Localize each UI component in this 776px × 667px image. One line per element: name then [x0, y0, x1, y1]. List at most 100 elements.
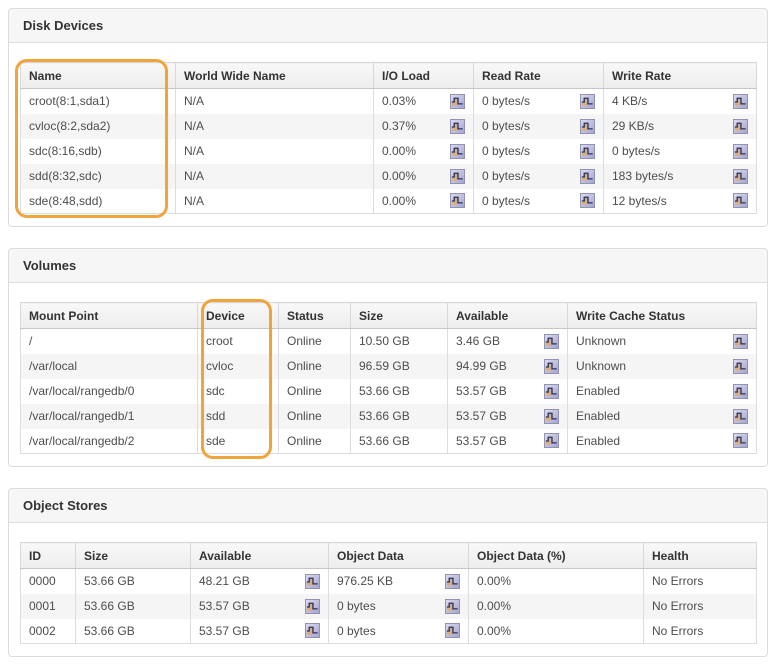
volume-device: cvloc: [197, 353, 279, 379]
chart-icon[interactable]: [733, 359, 748, 374]
store-object-data: 976.25 KB: [337, 574, 394, 589]
chart-icon[interactable]: [544, 409, 559, 424]
chart-icon[interactable]: [450, 193, 465, 208]
panel-title-disk-devices: Disk Devices: [9, 9, 767, 43]
volume-device: sde: [197, 428, 279, 454]
volume-size: 53.66 GB: [350, 378, 448, 404]
chart-icon[interactable]: [450, 119, 465, 134]
disk-read-rate: 0 bytes/s: [482, 94, 531, 109]
table-row: / croot Online 10.50 GB 3.46 GB Unknown: [20, 328, 757, 354]
column-header-size: Size: [75, 542, 191, 569]
column-header-available: Available: [447, 302, 568, 329]
volume-available: 53.57 GB: [456, 384, 507, 398]
chart-icon[interactable]: [733, 334, 748, 349]
column-header-device: Device: [197, 302, 279, 329]
disk-io-load: 0.00%: [382, 169, 417, 183]
header-row: Name World Wide Name I/O Load Read Rate …: [20, 62, 757, 89]
store-object-data: 0 bytes: [337, 623, 376, 638]
volumes-tablewrap: Mount Point Device Status Size Available…: [20, 299, 757, 459]
chart-icon[interactable]: [733, 409, 748, 424]
volume-device: croot: [197, 328, 279, 354]
panel-title-volumes: Volumes: [9, 249, 767, 283]
column-header-status: Status: [278, 302, 351, 329]
table-row: croot(8:1,sda1) N/A 0.03% 0 bytes/s 4 KB…: [20, 88, 757, 114]
table-row: /var/local/rangedb/1 sdd Online 53.66 GB…: [20, 403, 757, 429]
chart-icon[interactable]: [445, 623, 460, 638]
store-id: 0002: [20, 618, 76, 644]
column-header-name: Name: [20, 62, 176, 89]
volume-mount-point: /var/local/rangedb/2: [20, 428, 198, 454]
volume-mount-point: /var/local/rangedb/0: [20, 378, 198, 404]
chart-icon[interactable]: [580, 193, 595, 208]
object-stores-table: ID Size Available Object Data Object Dat…: [20, 542, 757, 644]
chart-icon[interactable]: [544, 384, 559, 399]
chart-icon[interactable]: [445, 574, 460, 589]
column-header-health: Health: [643, 542, 757, 569]
disk-name: cvloc(8:2,sda2): [20, 113, 176, 139]
store-object-data: 0 bytes: [337, 599, 376, 613]
volumes-panel: Volumes Mount Point Device Status Size A…: [8, 248, 768, 467]
disk-name: croot(8:1,sda1): [20, 88, 176, 114]
chart-icon[interactable]: [733, 144, 748, 159]
column-header-wwn: World Wide Name: [175, 62, 374, 89]
volume-available: 94.99 GB: [456, 359, 507, 373]
chart-icon[interactable]: [733, 193, 748, 208]
table-row: sde(8:48,sdd) N/A 0.00% 0 bytes/s 12 byt…: [20, 188, 757, 214]
chart-icon[interactable]: [733, 384, 748, 399]
volume-size: 53.66 GB: [350, 403, 448, 429]
disk-io-load: 0.00%: [382, 193, 417, 208]
chart-icon[interactable]: [580, 119, 595, 134]
volume-mount-point: /var/local/rangedb/1: [20, 403, 198, 429]
disk-write-rate: 4 KB/s: [612, 94, 648, 109]
volume-available: 3.46 GB: [456, 334, 501, 349]
table-row: sdd(8:32,sdc) N/A 0.00% 0 bytes/s 183 by…: [20, 163, 757, 189]
chart-icon[interactable]: [450, 144, 465, 159]
header-row: ID Size Available Object Data Object Dat…: [20, 542, 757, 569]
volume-write-cache: Enabled: [576, 433, 621, 448]
volume-write-cache: Enabled: [576, 384, 621, 398]
chart-icon[interactable]: [544, 334, 559, 349]
chart-icon[interactable]: [305, 623, 320, 638]
chart-icon[interactable]: [580, 94, 595, 109]
chart-icon[interactable]: [445, 599, 460, 614]
store-object-data-pct: 0.00%: [468, 618, 644, 644]
store-available: 53.57 GB: [199, 599, 250, 613]
store-available: 53.57 GB: [199, 623, 250, 638]
disk-read-rate: 0 bytes/s: [482, 193, 531, 208]
chart-icon[interactable]: [450, 94, 465, 109]
volume-write-cache: Enabled: [576, 409, 621, 423]
chart-icon[interactable]: [305, 599, 320, 614]
chart-icon[interactable]: [305, 574, 320, 589]
chart-icon[interactable]: [580, 144, 595, 159]
chart-icon[interactable]: [544, 433, 559, 448]
volume-status: Online: [278, 403, 351, 429]
chart-icon[interactable]: [733, 169, 748, 184]
store-size: 53.66 GB: [75, 568, 191, 594]
chart-icon[interactable]: [580, 169, 595, 184]
store-id: 0001: [20, 593, 76, 619]
disk-write-rate: 183 bytes/s: [612, 169, 674, 183]
store-object-data-pct: 0.00%: [468, 568, 644, 594]
table-row: 0001 53.66 GB 53.57 GB 0 bytes 0.00% No …: [20, 593, 757, 619]
disk-io-load: 0.03%: [382, 94, 417, 109]
disk-wwn: N/A: [175, 88, 374, 114]
disk-devices-table: Name World Wide Name I/O Load Read Rate …: [20, 62, 757, 214]
chart-icon[interactable]: [544, 359, 559, 374]
store-available: 48.21 GB: [199, 574, 250, 589]
column-header-write-cache-status: Write Cache Status: [567, 302, 757, 329]
store-health: No Errors: [643, 568, 757, 594]
disk-devices-panel: Disk Devices Name World Wide Name I/O Lo…: [8, 8, 768, 227]
chart-icon[interactable]: [733, 433, 748, 448]
table-row: sdc(8:16,sdb) N/A 0.00% 0 bytes/s 0 byte…: [20, 138, 757, 164]
disk-write-rate: 0 bytes/s: [612, 144, 661, 158]
object-stores-body: ID Size Available Object Data Object Dat…: [9, 523, 767, 656]
chart-icon[interactable]: [450, 169, 465, 184]
chart-icon[interactable]: [733, 119, 748, 134]
disk-write-rate: 29 KB/s: [612, 119, 655, 133]
store-size: 53.66 GB: [75, 618, 191, 644]
volume-status: Online: [278, 428, 351, 454]
store-health: No Errors: [643, 618, 757, 644]
volume-status: Online: [278, 378, 351, 404]
chart-icon[interactable]: [733, 94, 748, 109]
